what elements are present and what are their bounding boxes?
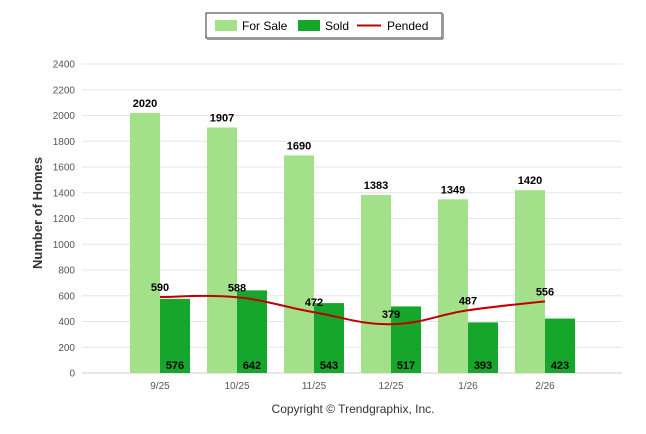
bar-sold (468, 322, 498, 373)
y-tick-label: 800 (58, 266, 75, 277)
data-label-for-sale: 1690 (287, 140, 311, 152)
data-label-sold: 393 (474, 360, 492, 372)
data-label-for-sale: 1383 (364, 180, 388, 192)
legend-label-for-sale: For Sale (242, 19, 288, 33)
copyright-credit: Copyright © Trendgraphix, Inc. (272, 402, 435, 416)
x-tick-label: 1/26 (458, 381, 478, 392)
data-label-for-sale: 1349 (441, 184, 465, 196)
data-label-pended: 588 (228, 282, 246, 294)
data-label-sold: 576 (166, 360, 184, 372)
y-axis: 0 200 400 600 800 1000 1200 1400 1600 1800 2000 220… (53, 60, 76, 380)
y-tick-label: 2000 (53, 111, 76, 122)
x-axis: 9/25 10/25 11/25 12/25 1/26 2/26 (150, 381, 555, 392)
legend-box (205, 12, 443, 39)
data-label-sold: 517 (397, 360, 415, 372)
x-tick-label: 12/25 (378, 381, 403, 392)
y-tick-label: 400 (58, 317, 75, 328)
data-label-sold: 543 (320, 360, 338, 372)
y-axis-label: Number of Homes (30, 157, 45, 269)
bar-for-sale (207, 127, 237, 373)
data-label-pended: 472 (305, 297, 323, 309)
bar-sold (237, 290, 267, 373)
bar-for-sale (361, 194, 391, 373)
bar-for-sale (515, 190, 545, 373)
x-tick-label: 11/25 (302, 381, 327, 392)
legend-label-pended: Pended (387, 19, 428, 33)
data-label-pended: 379 (382, 309, 400, 321)
y-tick-label: 1400 (53, 188, 76, 199)
pended-line-group (159, 294, 546, 326)
y-tick-label: 200 (58, 343, 75, 354)
data-label-sold: 642 (243, 360, 261, 372)
y-tick-label: 2200 (53, 85, 76, 96)
x-tick-label: 9/25 (150, 381, 170, 392)
data-label-sold: 423 (551, 360, 569, 372)
y-tick-label: 1600 (53, 163, 76, 174)
data-label-for-sale: 2020 (133, 98, 157, 110)
y-tick-label: 1800 (53, 137, 76, 148)
pended-line (159, 294, 546, 326)
bar-for-sale (130, 112, 160, 374)
data-label-pended: 556 (536, 286, 554, 298)
data-label-for-sale: 1907 (210, 112, 234, 124)
y-tick-label: 2400 (53, 60, 76, 71)
legend-swatch-for-sale (215, 20, 237, 31)
y-tick-label: 0 (69, 369, 75, 380)
bar-sold (391, 306, 421, 373)
data-label-pended: 590 (151, 282, 169, 294)
legend: For Sale Sold Pended (205, 12, 444, 40)
y-tick-label: 1200 (53, 214, 76, 225)
bar-for-sale (438, 199, 468, 373)
bar-sold (160, 298, 190, 373)
bar-for-sale (284, 155, 314, 373)
data-labels: 2020 576 1907 642 1690 543 1383 517 1349 393 1420 4… (133, 98, 569, 372)
legend-label-sold: Sold (325, 19, 349, 33)
x-tick-label: 10/25 (224, 381, 249, 392)
data-label-for-sale: 1420 (518, 175, 542, 187)
x-tick-label: 2/26 (535, 381, 555, 392)
bars (130, 112, 575, 374)
data-label-pended: 487 (459, 295, 477, 307)
y-tick-label: 600 (58, 291, 75, 302)
legend-swatch-sold (298, 20, 320, 31)
y-tick-label: 1000 (53, 240, 76, 251)
bar-sold (545, 318, 575, 373)
